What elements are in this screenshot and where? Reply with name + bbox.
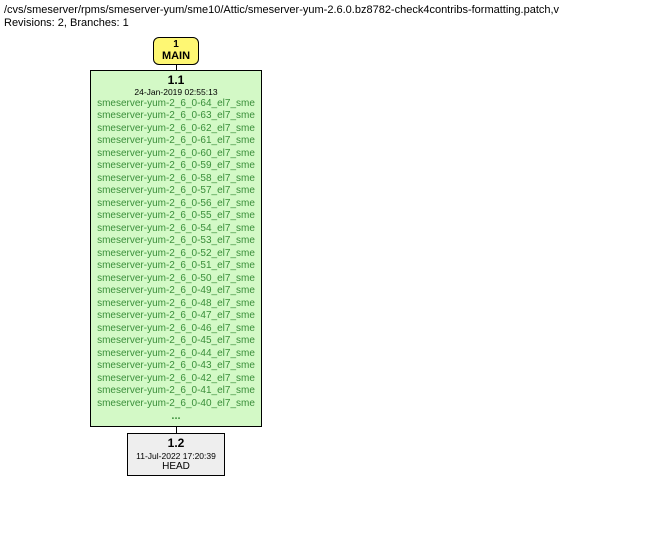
branch-node-main[interactable]: 1 MAIN (153, 37, 199, 65)
revision-tag: smeserver-yum-2_6_0-61_el7_sme (97, 135, 255, 148)
file-path: /cvs/smeserver/rpms/smeserver-yum/sme10/… (4, 4, 656, 16)
revision-tag: smeserver-yum-2_6_0-60_el7_sme (97, 148, 255, 161)
revision-number: 1.1 (97, 73, 255, 87)
revision-tag: smeserver-yum-2_6_0-43_el7_sme (97, 360, 255, 373)
revision-tags: smeserver-yum-2_6_0-64_el7_smesmeserver-… (97, 98, 255, 411)
revision-number: 1.2 (136, 436, 216, 450)
revision-node-1-2[interactable]: 1.2 11-Jul-2022 17:20:39 HEAD (127, 433, 225, 476)
revision-tag: smeserver-yum-2_6_0-58_el7_sme (97, 173, 255, 186)
tags-ellipsis: ... (97, 410, 255, 423)
revision-tag: smeserver-yum-2_6_0-62_el7_sme (97, 123, 255, 136)
revision-tag: smeserver-yum-2_6_0-47_el7_sme (97, 310, 255, 323)
revision-tag: smeserver-yum-2_6_0-40_el7_sme (97, 398, 255, 411)
revision-date: 24-Jan-2019 02:55:13 (97, 87, 255, 97)
revision-tag: smeserver-yum-2_6_0-56_el7_sme (97, 198, 255, 211)
revision-tag: smeserver-yum-2_6_0-59_el7_sme (97, 160, 255, 173)
revision-head-label: HEAD (136, 461, 216, 473)
revision-tag: smeserver-yum-2_6_0-41_el7_sme (97, 385, 255, 398)
revision-tag: smeserver-yum-2_6_0-54_el7_sme (97, 223, 255, 236)
branch-number: 1 (162, 40, 190, 50)
revision-date: 11-Jul-2022 17:20:39 (136, 451, 216, 461)
revision-tag: smeserver-yum-2_6_0-45_el7_sme (97, 335, 255, 348)
revision-tag: smeserver-yum-2_6_0-51_el7_sme (97, 260, 255, 273)
revision-tag: smeserver-yum-2_6_0-55_el7_sme (97, 210, 255, 223)
revision-tag: smeserver-yum-2_6_0-53_el7_sme (97, 235, 255, 248)
revision-tag: smeserver-yum-2_6_0-52_el7_sme (97, 248, 255, 261)
revision-branch-count: Revisions: 2, Branches: 1 (4, 17, 656, 29)
revision-tag: smeserver-yum-2_6_0-50_el7_sme (97, 273, 255, 286)
revision-node-1-1[interactable]: 1.1 24-Jan-2019 02:55:13 smeserver-yum-2… (90, 70, 262, 427)
revision-tag: smeserver-yum-2_6_0-64_el7_sme (97, 98, 255, 111)
revision-tag: smeserver-yum-2_6_0-42_el7_sme (97, 373, 255, 386)
branch-name: MAIN (162, 50, 190, 62)
revision-graph: 1 MAIN 1.1 24-Jan-2019 02:55:13 smeserve… (4, 37, 656, 476)
revision-tag: smeserver-yum-2_6_0-63_el7_sme (97, 110, 255, 123)
revision-tag: smeserver-yum-2_6_0-44_el7_sme (97, 348, 255, 361)
revision-tag: smeserver-yum-2_6_0-48_el7_sme (97, 298, 255, 311)
revision-tag: smeserver-yum-2_6_0-57_el7_sme (97, 185, 255, 198)
revision-tag: smeserver-yum-2_6_0-46_el7_sme (97, 323, 255, 336)
revision-tag: smeserver-yum-2_6_0-49_el7_sme (97, 285, 255, 298)
